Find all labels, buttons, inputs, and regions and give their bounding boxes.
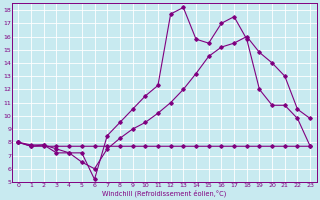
- X-axis label: Windchill (Refroidissement éolien,°C): Windchill (Refroidissement éolien,°C): [102, 189, 227, 197]
